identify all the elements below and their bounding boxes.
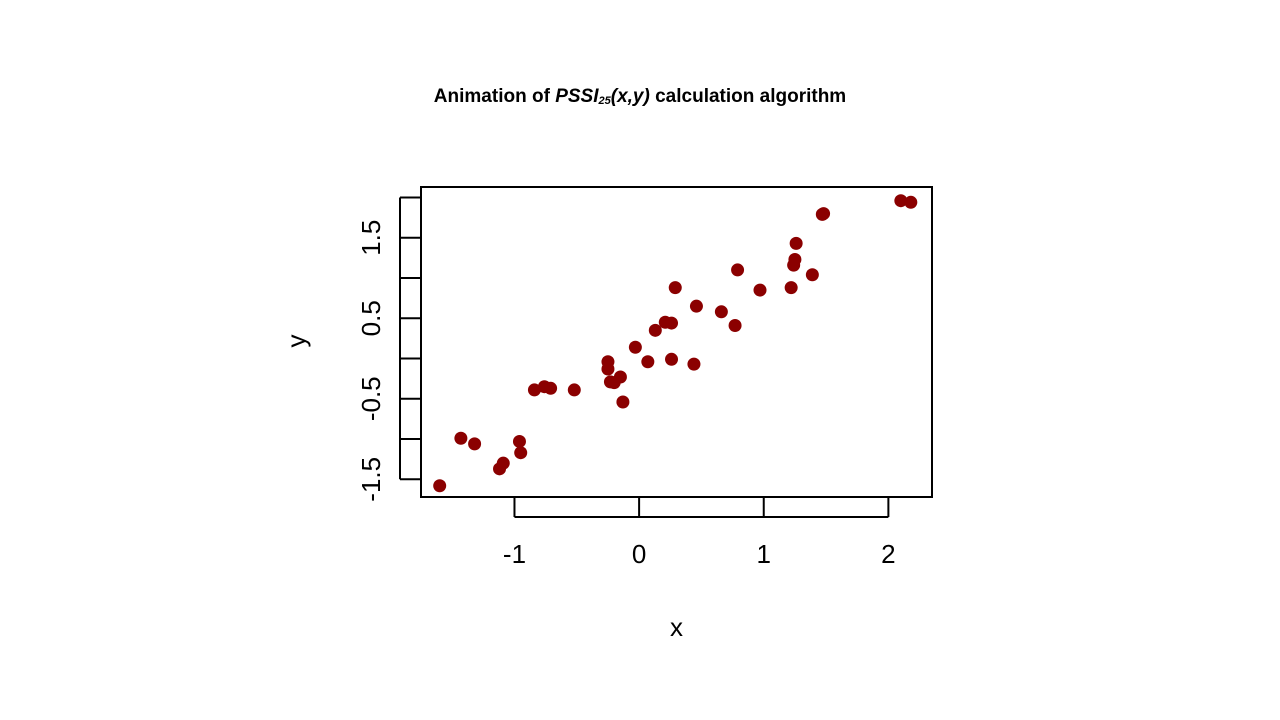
data-point bbox=[468, 437, 482, 451]
data-point bbox=[753, 283, 767, 297]
y-axis: -1.5 -0.5 0.5 1.5 bbox=[356, 196, 421, 502]
data-point bbox=[514, 446, 528, 460]
data-point bbox=[817, 207, 831, 221]
data-point bbox=[714, 305, 728, 319]
y-tick-label: -1.5 bbox=[356, 457, 386, 502]
y-tick-label: 0.5 bbox=[356, 300, 386, 336]
data-point bbox=[789, 236, 803, 250]
x-axis: -1 0 1 2 bbox=[503, 498, 896, 569]
chart-title: Animation of PSSI25(x,y) calculation alg… bbox=[0, 86, 1280, 108]
data-point bbox=[731, 263, 745, 277]
data-point bbox=[496, 456, 510, 470]
x-tick-label: 2 bbox=[881, 539, 895, 569]
data-point bbox=[904, 195, 918, 209]
data-point bbox=[544, 381, 558, 395]
data-point bbox=[894, 194, 908, 208]
y-tick-label: 1.5 bbox=[356, 220, 386, 256]
data-point bbox=[527, 383, 541, 397]
title-suffix: calculation algorithm bbox=[649, 86, 847, 107]
data-point bbox=[665, 352, 679, 366]
data-point bbox=[613, 370, 627, 384]
data-point bbox=[454, 431, 468, 445]
x-tick-label: -1 bbox=[503, 539, 526, 569]
data-point bbox=[616, 395, 630, 409]
title-main-text: PSSI bbox=[555, 86, 599, 107]
x-tick-label: 0 bbox=[632, 539, 646, 569]
data-point bbox=[512, 434, 526, 448]
data-point bbox=[668, 281, 682, 295]
title-subscript: 25 bbox=[598, 95, 611, 107]
data-point bbox=[433, 479, 447, 493]
data-point bbox=[687, 357, 701, 371]
x-tick-label: 1 bbox=[757, 539, 771, 569]
data-point bbox=[788, 252, 802, 266]
title-args: (x,y) bbox=[610, 86, 650, 107]
data-point bbox=[665, 316, 679, 330]
data-point bbox=[648, 323, 662, 337]
data-point bbox=[728, 318, 742, 332]
data-point bbox=[689, 299, 703, 313]
data-point bbox=[601, 362, 615, 376]
plot-frame bbox=[420, 186, 933, 498]
data-point bbox=[567, 383, 581, 397]
data-point bbox=[628, 340, 642, 354]
title-main: PSSI25(x,y) bbox=[555, 86, 650, 107]
y-axis-label: y bbox=[281, 335, 311, 348]
x-axis-label: x bbox=[670, 612, 683, 642]
data-point bbox=[805, 268, 819, 282]
data-points bbox=[433, 194, 918, 493]
y-tick-label: -0.5 bbox=[356, 376, 386, 421]
data-point bbox=[784, 281, 798, 295]
title-prefix: Animation of bbox=[433, 86, 556, 107]
data-point bbox=[641, 355, 655, 369]
